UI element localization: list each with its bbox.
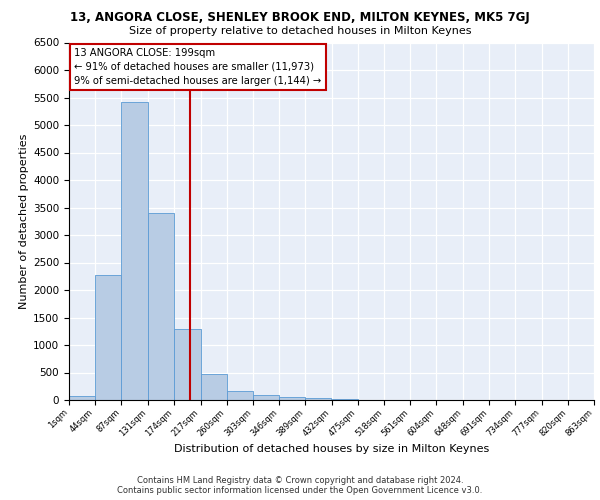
Bar xyxy=(305,398,331,400)
Text: 13 ANGORA CLOSE: 199sqm
← 91% of detached houses are smaller (11,973)
9% of semi: 13 ANGORA CLOSE: 199sqm ← 91% of detache… xyxy=(74,48,322,86)
Text: Contains HM Land Registry data © Crown copyright and database right 2024.: Contains HM Land Registry data © Crown c… xyxy=(137,476,463,485)
Bar xyxy=(279,397,305,400)
Text: Size of property relative to detached houses in Milton Keynes: Size of property relative to detached ho… xyxy=(129,26,471,36)
Bar xyxy=(253,395,279,400)
Bar xyxy=(331,399,358,400)
Text: 13, ANGORA CLOSE, SHENLEY BROOK END, MILTON KEYNES, MK5 7GJ: 13, ANGORA CLOSE, SHENLEY BROOK END, MIL… xyxy=(70,12,530,24)
Bar xyxy=(148,213,175,400)
Bar xyxy=(121,102,148,400)
Bar xyxy=(200,374,227,400)
Bar xyxy=(69,396,95,400)
Text: Contains public sector information licensed under the Open Government Licence v3: Contains public sector information licen… xyxy=(118,486,482,495)
X-axis label: Distribution of detached houses by size in Milton Keynes: Distribution of detached houses by size … xyxy=(174,444,489,454)
Bar xyxy=(175,328,200,400)
Bar xyxy=(95,274,121,400)
Y-axis label: Number of detached properties: Number of detached properties xyxy=(19,134,29,309)
Bar xyxy=(227,391,253,400)
